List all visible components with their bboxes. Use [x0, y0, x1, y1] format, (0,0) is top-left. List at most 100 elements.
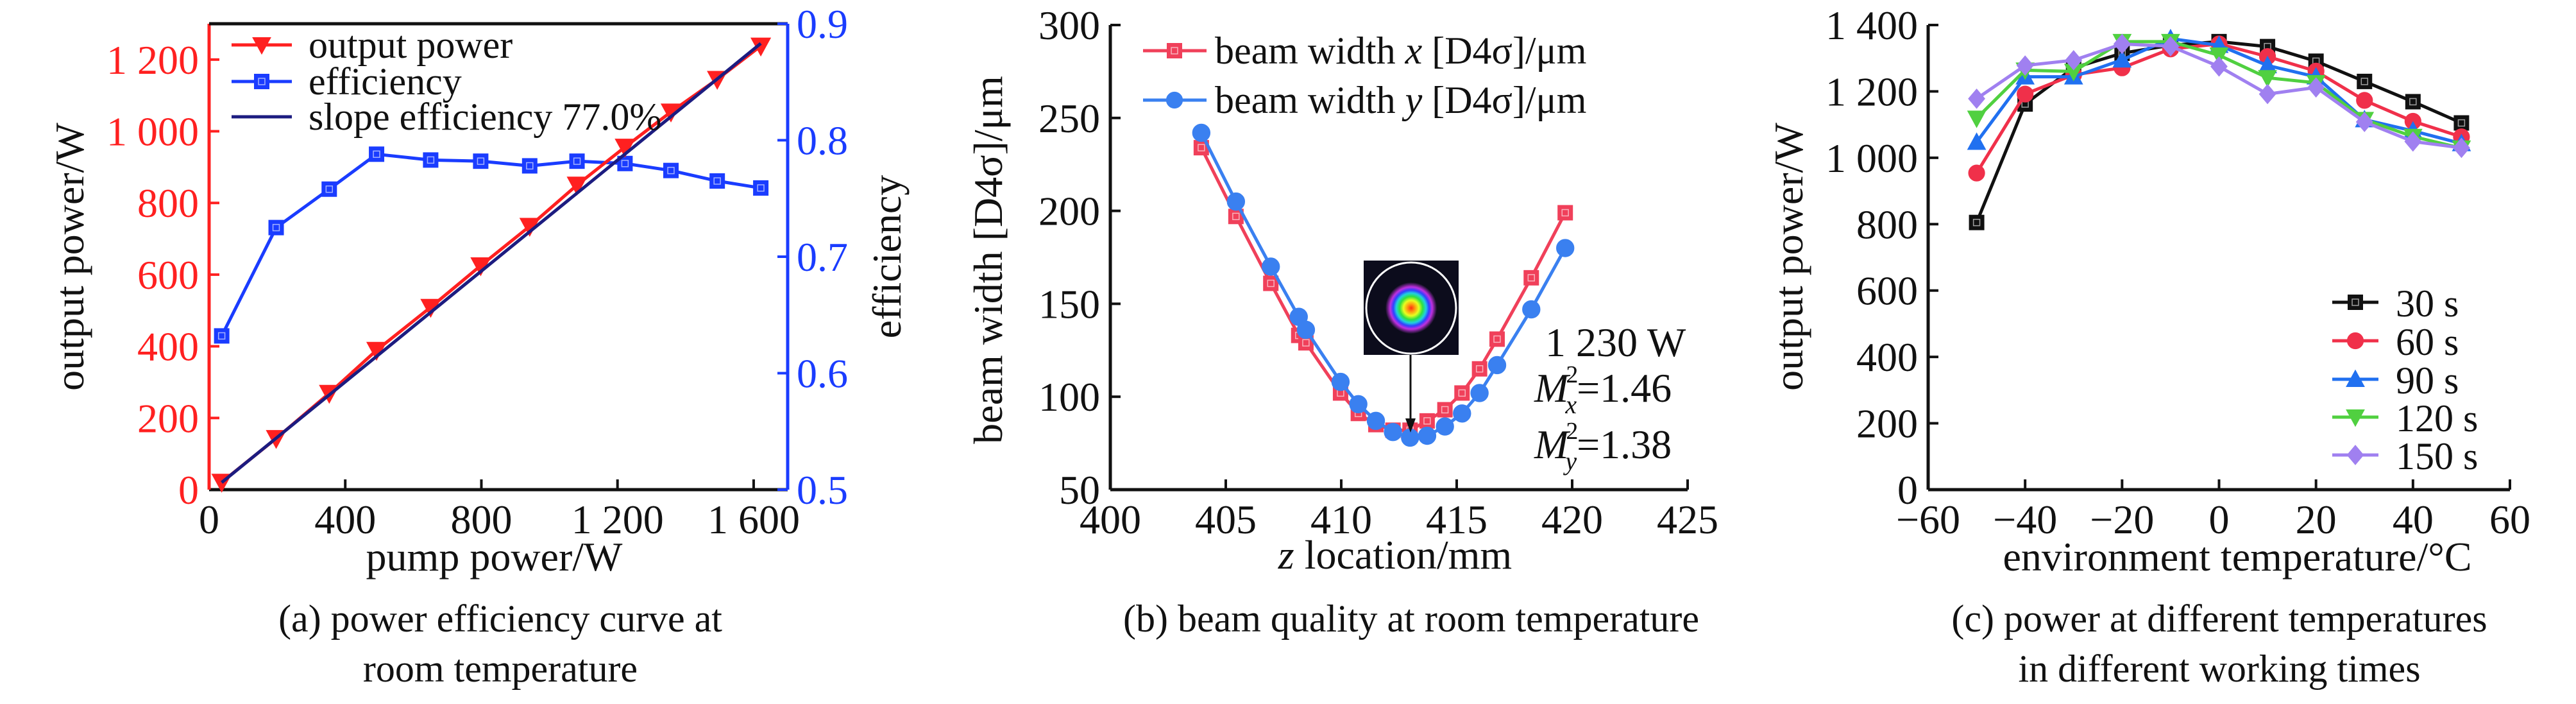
marker-highlight [573, 157, 581, 165]
legend-item: 60 s [2332, 321, 2459, 363]
data-point [614, 139, 636, 158]
y-tick-label: 600 [1856, 268, 1918, 314]
data-point [1556, 239, 1575, 257]
data-point [1487, 356, 1507, 375]
data-point [2453, 115, 2470, 131]
x-tick-label: −40 [1993, 497, 2057, 542]
marker-highlight [2457, 119, 2466, 127]
legend-item: efficiency [232, 60, 462, 103]
legend-marker [2348, 295, 2363, 310]
x-axis-title: environment temperature/°C [2003, 534, 2471, 580]
marker-highlight [325, 185, 333, 193]
data-point [1262, 257, 1280, 276]
y-tick-label: 400 [1856, 334, 1918, 380]
legend-marker [254, 74, 269, 89]
data-point [268, 219, 284, 236]
data-point [1418, 426, 1437, 445]
data-point [1296, 320, 1316, 339]
data-point [2162, 36, 2180, 56]
legend-label: 60 s [2396, 321, 2459, 363]
x-tick-label: 60 [2489, 497, 2530, 542]
y2-tick-label: 0.5 [797, 467, 848, 513]
x-tick-label: −20 [2090, 497, 2154, 542]
legend-label: 120 s [2396, 397, 2478, 440]
caption-line: (c) power at different temperatures [1951, 597, 2487, 640]
legend-marker [2346, 369, 2365, 387]
x-tick-label: 400 [314, 497, 376, 542]
legend-label-text: [D4σ]/μm [1422, 30, 1586, 72]
y-tick-label: 1 000 [1826, 135, 1918, 181]
y-tick-label: 200 [137, 395, 199, 441]
marker-highlight [1267, 279, 1275, 288]
y-tick-label: 200 [1038, 189, 1100, 234]
marker-highlight [2409, 98, 2417, 106]
data-point [2016, 55, 2034, 76]
y2-tick-label: 0.6 [797, 351, 848, 397]
x-tick-label: 0 [2209, 497, 2230, 542]
legend-label: output power [309, 24, 513, 66]
legend-item: 30 s [2332, 282, 2459, 325]
data-point [321, 181, 337, 197]
data-point [2258, 70, 2277, 88]
m-superscript: 2 [1566, 361, 1578, 388]
y-tick-label: 1 000 [106, 109, 199, 155]
marker-highlight [1441, 406, 1449, 414]
x-tick-label: 425 [1657, 497, 1718, 542]
data-point [2210, 56, 2228, 77]
data-point [521, 158, 538, 174]
y2-axis-title: efficiency [864, 175, 910, 339]
marker-highlight [1171, 47, 1178, 55]
y-tick-label: 300 [1038, 3, 1100, 48]
legend-label: beam width x [D4σ]/μm [1215, 30, 1586, 72]
y-tick-label: 100 [1038, 374, 1100, 420]
data-point [1489, 331, 1505, 347]
m-subscript: x [1564, 390, 1577, 419]
y-tick-label: 0 [178, 467, 199, 513]
data-point [2112, 50, 2132, 68]
marker-highlight [477, 157, 485, 165]
y-tick-label: 800 [1856, 202, 1918, 247]
data-point [753, 180, 769, 196]
data-point [1401, 428, 1419, 447]
marker-highlight [526, 162, 534, 170]
legend-label-italic: y [1402, 79, 1423, 121]
m-superscript: 2 [1566, 418, 1578, 445]
legend-label-text: [D4σ]/μm [1422, 79, 1586, 121]
beam-aperture-circle [1365, 261, 1457, 355]
legend-item: 150 s [2332, 435, 2478, 477]
x-tick-label: 800 [450, 497, 512, 542]
data-point [1384, 423, 1402, 442]
marker-highlight [1493, 335, 1501, 343]
x-tick-label: 405 [1195, 497, 1257, 542]
data-point [1349, 395, 1368, 413]
data-point [2405, 94, 2421, 110]
marker-highlight [373, 150, 380, 158]
beam-spot [1385, 282, 1437, 334]
y-axis-title: output power/W [47, 123, 92, 391]
marker-highlight [272, 223, 280, 232]
legend-label: efficiency [309, 60, 462, 103]
series-line [221, 42, 762, 484]
x-axis-title: pump power/W [366, 534, 623, 580]
legend-label: 150 s [2396, 435, 2478, 477]
y-tick-label: 1 400 [1826, 3, 1918, 48]
x-tick-label: 20 [2296, 497, 2337, 542]
data-point [1226, 192, 1246, 211]
data-point [2355, 112, 2373, 132]
y-tick-label: 1 200 [1826, 69, 1918, 114]
y-tick-label: 800 [137, 180, 199, 226]
data-point [663, 162, 679, 178]
data-point [2113, 33, 2131, 55]
data-point [1968, 164, 1985, 182]
data-point [1967, 110, 1987, 128]
data-point [569, 153, 585, 169]
legend-marker [1167, 43, 1182, 58]
data-point [369, 146, 385, 162]
data-point [2357, 73, 2373, 89]
data-point [1968, 88, 1985, 109]
y2-tick-label: 0.8 [797, 118, 848, 164]
y-axis-title: beam width [D4σ]/μm [965, 76, 1011, 444]
